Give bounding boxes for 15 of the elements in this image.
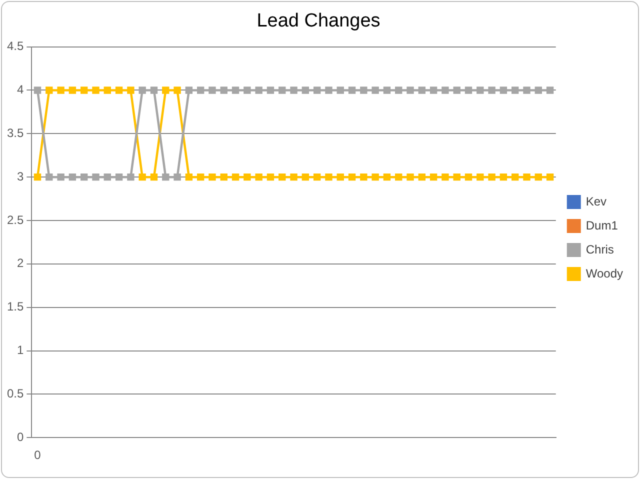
chart-title: Lead Changes <box>256 10 380 32</box>
y-tick-label: 2.5 <box>6 212 24 227</box>
y-tick-label: 1.5 <box>6 300 24 314</box>
y-tick-label: 4.5 <box>6 39 24 54</box>
legend-label: Woody <box>586 266 624 280</box>
y-tick-label: 3.5 <box>6 126 24 140</box>
y-tick-label: 2 <box>16 256 24 270</box>
y-tick-label: 3 <box>16 169 24 184</box>
legend-label: Kev <box>586 194 607 208</box>
y-tick-label: 1 <box>16 343 24 358</box>
y-tick-label: 0.5 <box>6 386 24 400</box>
legend-label: Chris <box>586 242 614 256</box>
y-tick-label: 4 <box>16 82 24 97</box>
y-tick-label: 0 <box>16 430 24 444</box>
legend-label: Dum1 <box>586 218 618 232</box>
